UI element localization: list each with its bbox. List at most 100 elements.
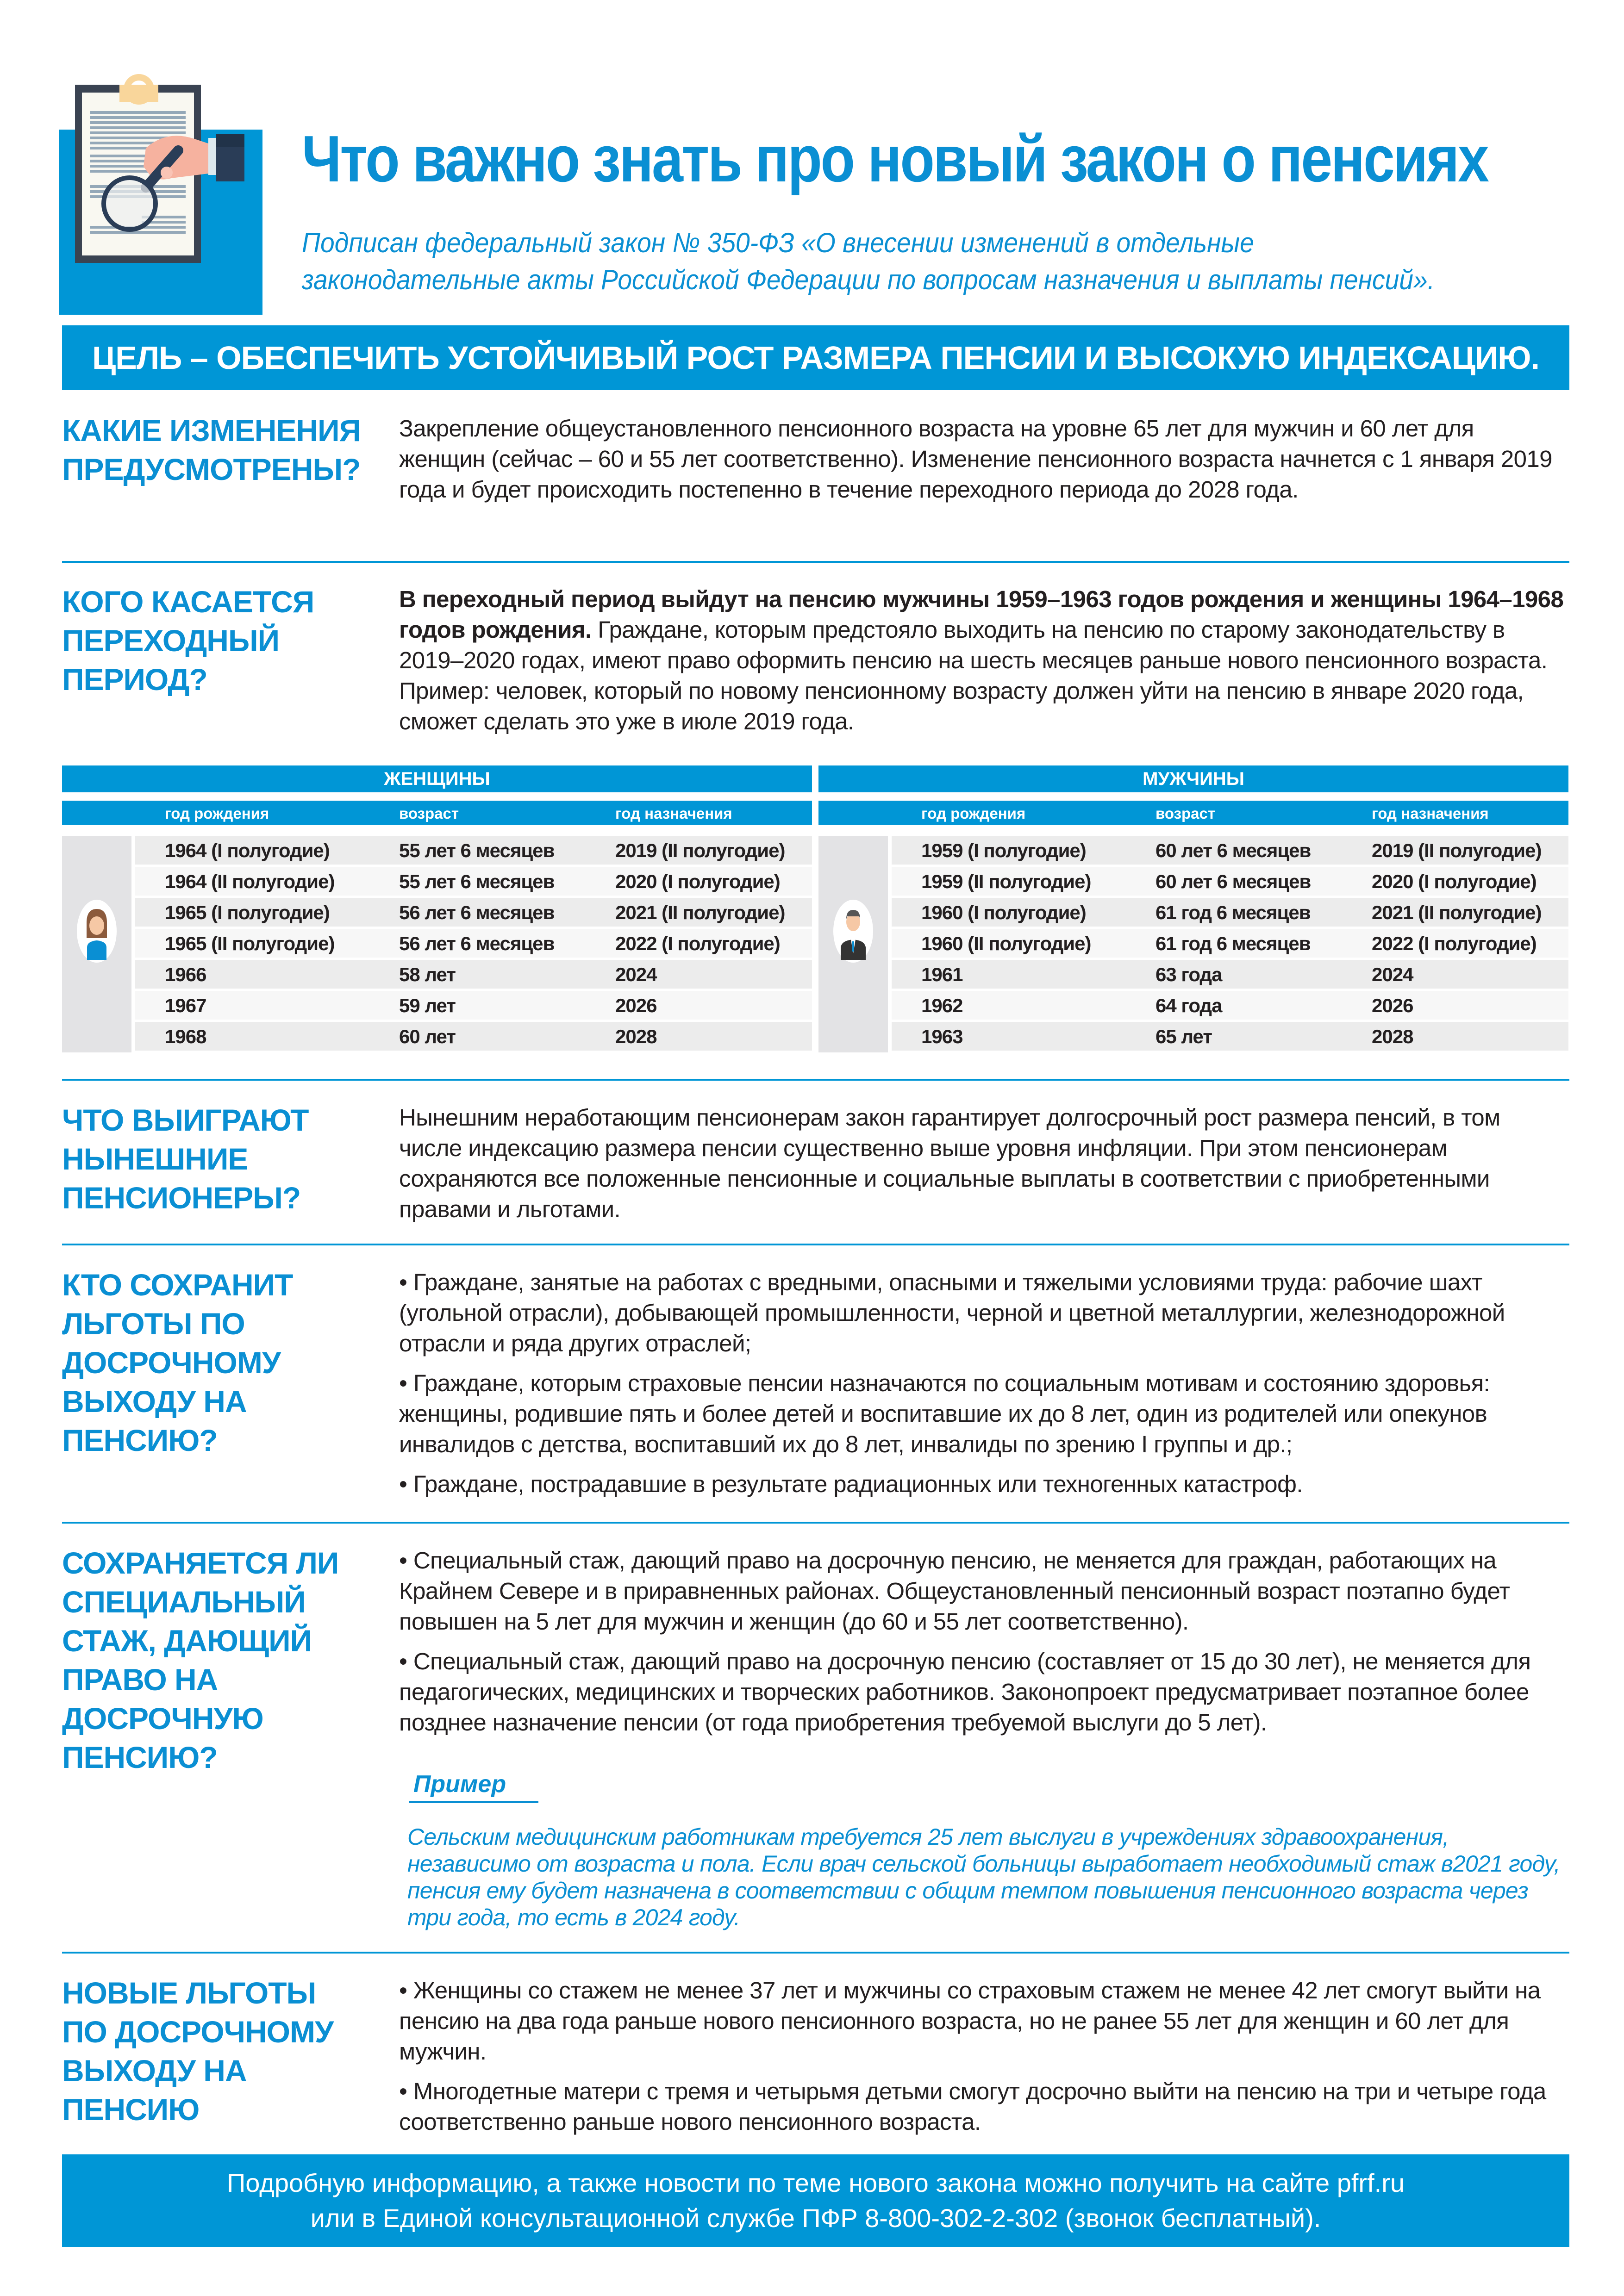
table-cell: 1964 (II полугодие)	[165, 871, 335, 892]
section-heading: Какие изменения предусмотрены?	[62, 413, 361, 486]
divider	[62, 1244, 1569, 1245]
table-cell: 2024	[615, 964, 657, 985]
table-cell: 60 лет 6 месяцев	[1156, 840, 1311, 861]
table-cell: 59 лет	[399, 995, 456, 1016]
table-row: 1960 (II полугодие) 61 год 6 месяцев 2022 …	[892, 929, 1568, 958]
table-row: 1968 60 лет 2028	[135, 1022, 812, 1051]
table-cell: 2020 (I полугодие)	[615, 871, 781, 892]
section-body: • Специальный стаж, дающий право на доср…	[399, 1545, 1566, 1747]
section-heading: Кого касается переходный период?	[62, 585, 314, 697]
table-cell: 65 лет	[1156, 1026, 1212, 1047]
subtitle-line: законодательные акты Российской Федераци…	[302, 264, 1435, 295]
men-table: МУЖЧИНЫ год рождения возраст год назначе…	[818, 765, 1568, 1052]
table-cell: 1960 (II полугодие)	[921, 933, 1091, 954]
footer-line: или в Единой консультационной службе ПФР…	[310, 2203, 1321, 2233]
table-cell: 2021 (II полугодие)	[1372, 902, 1542, 923]
table-cell: 56 лет 6 месяцев	[399, 902, 555, 923]
section-body: Нынешним неработающим пенсионерам закон …	[399, 1102, 1566, 1234]
section-heading: Новые льготы по досрочному выходу на пен…	[62, 1976, 334, 2127]
table-cell: 2028	[1372, 1026, 1413, 1047]
table-cell: 1968	[165, 1026, 206, 1047]
divider	[62, 1079, 1569, 1081]
table-cell: 55 лет 6 месяцев	[399, 840, 555, 861]
table-row: 1965 (II полугодие) 56 лет 6 месяцев 2022 …	[135, 929, 812, 958]
table-cell: 2022 (I полугодие)	[1372, 933, 1537, 954]
table-title: ЖЕНЩИНЫ	[62, 765, 812, 792]
table-cell: 1959 (II полугодие)	[921, 871, 1091, 892]
table-row: 1963 65 лет 2028	[892, 1022, 1568, 1051]
divider	[62, 1522, 1569, 1524]
table-cell: 1967	[165, 995, 206, 1016]
section-heading: Что выиграют нынешние пенсионеры?	[62, 1103, 309, 1215]
icon-column	[62, 836, 131, 1052]
column-header: год назначения	[615, 805, 732, 822]
table-row: 1964 (I полугодие) 55 лет 6 месяцев 2019 (…	[135, 836, 812, 865]
paragraph: Закрепление общеустановленного пенсионно…	[399, 415, 1553, 503]
table-cell: 58 лет	[399, 964, 456, 985]
table-cell: 63 года	[1156, 964, 1222, 985]
table-cell: 2028	[615, 1026, 657, 1047]
table-header: год рождения возраст год назначения	[62, 801, 812, 825]
paragraph: Граждане, которым предстояло выходить на…	[399, 616, 1548, 734]
bullet-item: • Специальный стаж, дающий право на доср…	[399, 1648, 1531, 1736]
table-cell: 1965 (I полугодие)	[165, 902, 330, 923]
paragraph: Нынешним неработающим пенсионерам закон …	[399, 1104, 1500, 1222]
table-cell: 2021 (II полугодие)	[615, 902, 785, 923]
column-header: год назначения	[1372, 805, 1489, 822]
section-heading: Кто сохранит льготы по досрочному выходу…	[62, 1268, 293, 1457]
table-row: 1961 63 года 2024	[892, 960, 1568, 989]
section-body: • Женщины со стажем не менее 37 лет и му…	[399, 1975, 1566, 2147]
clipboard-magnifier-icon	[56, 60, 278, 319]
bullet-item: • Граждане, занятые на работах с вредным…	[399, 1269, 1505, 1356]
column-header: возраст	[399, 805, 459, 822]
bullet-item: • Женщины со стажем не менее 37 лет и му…	[399, 1977, 1541, 2065]
footer-banner: Подробную информацию, а также новости по…	[62, 2154, 1569, 2247]
table-cell: 1959 (I полугодие)	[921, 840, 1087, 861]
table-cell: 60 лет 6 месяцев	[1156, 871, 1311, 892]
example-label: Пример	[413, 1771, 506, 1798]
women-table: ЖЕНЩИНЫ год рождения возраст год назначе…	[62, 765, 812, 1052]
section-body: В переходный период выйдут на пенсию муж…	[399, 584, 1566, 746]
footer-line: Подробную информацию, а также новости по…	[227, 2168, 1405, 2197]
column-header: год рождения	[165, 805, 269, 822]
section-body: Закрепление общеустановленного пенсионно…	[399, 413, 1566, 514]
table-body: 1959 (I полугодие) 60 лет 6 месяцев 2019 (…	[892, 836, 1568, 1053]
icon-column	[818, 836, 888, 1052]
table-row: 1962 64 года 2026	[892, 991, 1568, 1020]
divider	[62, 561, 1569, 563]
goal-banner: ЦЕЛЬ – ОБЕСПЕЧИТЬ УСТОЙЧИВЫЙ РОСТ РАЗМЕР…	[62, 325, 1569, 390]
table-row: 1966 58 лет 2024	[135, 960, 812, 989]
man-avatar-icon	[833, 900, 873, 963]
table-row: 1959 (II полугодие) 60 лет 6 месяцев 2020 …	[892, 867, 1568, 896]
table-cell: 1960 (I полугодие)	[921, 902, 1087, 923]
table-row: 1959 (I полугодие) 60 лет 6 месяцев 2019 (…	[892, 836, 1568, 865]
column-header: год рождения	[921, 805, 1026, 822]
section-heading: Сохраняется ли специальный стаж, дающий …	[62, 1546, 339, 1774]
table-cell: 61 год 6 месяцев	[1156, 933, 1311, 954]
table-cell: 56 лет 6 месяцев	[399, 933, 555, 954]
divider	[62, 1952, 1569, 1954]
table-cell: 60 лет	[399, 1026, 456, 1047]
table-cell: 1965 (II полугодие)	[165, 933, 335, 954]
table-cell: 64 года	[1156, 995, 1222, 1016]
page-title: Что важно знать про новый закон о пенсия…	[302, 122, 1489, 196]
table-cell: 1961	[921, 964, 963, 985]
table-header: год рождения возраст год назначения	[818, 801, 1568, 825]
table-cell: 55 лет 6 месяцев	[399, 871, 555, 892]
table-cell: 2026	[1372, 995, 1413, 1016]
table-row: 1964 (II полугодие) 55 лет 6 месяцев 2020 …	[135, 867, 812, 896]
table-cell: 2019 (II полугодие)	[1372, 840, 1542, 861]
example-text: Сельским медицинским работникам требуетс…	[407, 1824, 1560, 1930]
bullet-item: • Граждане, которым страховые пенсии наз…	[399, 1370, 1490, 1457]
table-cell: 1962	[921, 995, 963, 1016]
table-cell: 2022 (I полугодие)	[615, 933, 781, 954]
example-underline	[409, 1801, 538, 1803]
table-title: МУЖЧИНЫ	[818, 765, 1568, 792]
table-row: 1967 59 лет 2026	[135, 991, 812, 1020]
table-cell: 2024	[1372, 964, 1413, 985]
table-cell: 2019 (II полугодие)	[615, 840, 785, 861]
woman-avatar-icon	[77, 900, 117, 963]
table-body: 1964 (I полугодие) 55 лет 6 месяцев 2019 (…	[135, 836, 812, 1053]
table-cell: 1966	[165, 964, 206, 985]
subtitle-line: Подписан федеральный закон № 350-ФЗ «О в…	[302, 227, 1254, 258]
